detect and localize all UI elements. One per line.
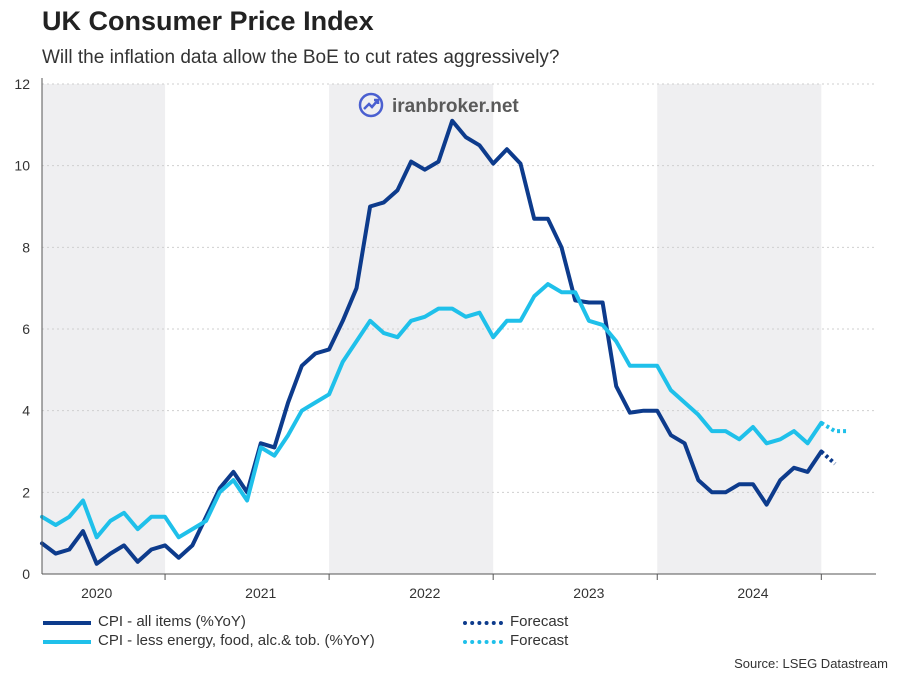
x-tick-label-2024: 2024 xyxy=(737,585,768,601)
y-tick-label-2: 2 xyxy=(22,484,30,500)
x-tick-label-2023: 2023 xyxy=(573,585,604,601)
legend-swatch-cpi-all xyxy=(43,621,91,625)
series-line-cpi-core xyxy=(40,282,824,540)
y-tick-label-6: 6 xyxy=(22,321,30,337)
y-tick-label-12: 12 xyxy=(14,76,30,92)
y-tick-label-0: 0 xyxy=(22,566,30,582)
series-lines xyxy=(40,118,849,566)
trend-chart-icon xyxy=(358,92,384,118)
legend-swatch-forecast-core xyxy=(463,640,503,644)
gridlines xyxy=(42,83,876,493)
legend-label-forecast-all: Forecast xyxy=(510,613,569,630)
source-note: Source: LSEG Datastream xyxy=(734,656,888,671)
forecast-line-cpi-all xyxy=(819,450,837,466)
x-tick-label-2021: 2021 xyxy=(245,585,276,601)
shaded-band-2 xyxy=(657,84,822,574)
legend-swatch-cpi-core xyxy=(43,640,91,644)
y-tick-label-8: 8 xyxy=(22,239,30,255)
forecast-line-cpi-core xyxy=(820,421,849,434)
legend-label-forecast-core: Forecast xyxy=(510,632,569,649)
x-tick-label-2022: 2022 xyxy=(409,585,440,601)
y-tick-label-4: 4 xyxy=(22,403,30,419)
chart-title: UK Consumer Price Index xyxy=(42,6,374,36)
chart-subtitle: Will the inflation data allow the BoE to… xyxy=(42,47,560,68)
axes: 0 2 4 6 8 10 12 2020 2021 2022 2023 2024 xyxy=(14,76,876,601)
legend-swatch-forecast-all xyxy=(463,621,503,625)
series-line-cpi-all xyxy=(40,118,824,566)
legend-label-cpi-all: CPI - all items (%YoY) xyxy=(98,613,246,630)
watermark-text: iranbroker.net xyxy=(392,96,519,117)
watermark: iranbroker.net xyxy=(358,92,519,118)
x-tick-label-2020: 2020 xyxy=(81,585,112,601)
y-tick-label-10: 10 xyxy=(14,158,30,174)
legend-label-cpi-core: CPI - less energy, food, alc.& tob. (%Yo… xyxy=(98,632,375,649)
